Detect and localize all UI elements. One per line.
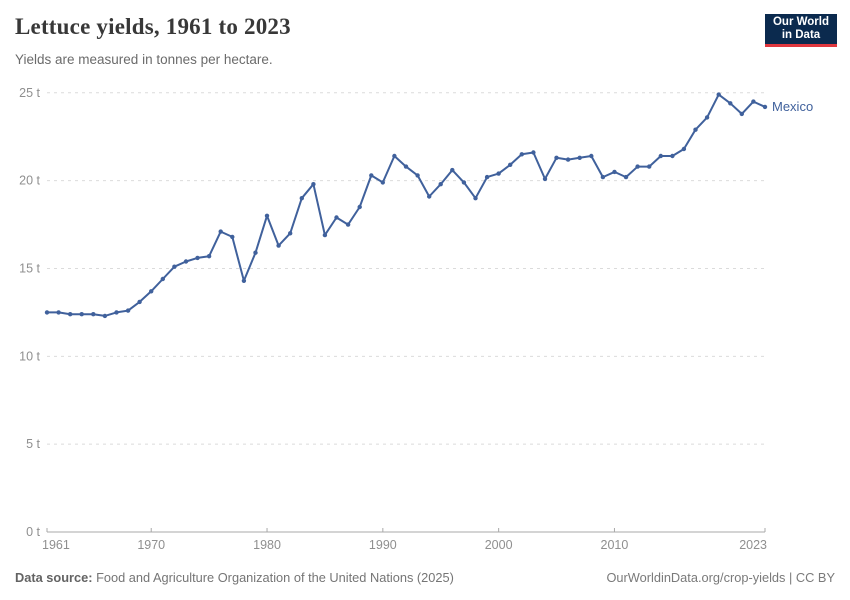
- data-point-2007[interactable]: [577, 155, 582, 160]
- data-point-1994[interactable]: [427, 194, 432, 199]
- data-point-1973[interactable]: [183, 259, 189, 264]
- data-point-2011[interactable]: [623, 174, 629, 180]
- series-label-mexico[interactable]: Mexico: [772, 98, 814, 114]
- x-tick-label-1970: 1970: [137, 538, 165, 552]
- owid-logo-line1: Our World: [772, 15, 829, 28]
- y-tick-label-0: 0 t: [26, 525, 40, 539]
- data-point-1969[interactable]: [137, 299, 142, 305]
- data-point-2015[interactable]: [670, 153, 675, 159]
- data-point-1998[interactable]: [473, 196, 478, 201]
- data-point-2012[interactable]: [635, 164, 640, 169]
- data-point-2023[interactable]: [762, 104, 768, 110]
- data-point-1968[interactable]: [125, 308, 131, 313]
- data-point-1965[interactable]: [91, 312, 96, 317]
- data-point-1986[interactable]: [334, 215, 339, 220]
- data-point-1977[interactable]: [230, 234, 235, 240]
- data-point-1978[interactable]: [241, 278, 247, 283]
- x-tick-label-1990: 1990: [369, 538, 397, 552]
- data-source-text: Food and Agriculture Organization of the…: [92, 570, 454, 585]
- data-point-2014[interactable]: [658, 153, 663, 159]
- data-point-1990[interactable]: [380, 180, 385, 185]
- x-tick-label-2010: 2010: [601, 538, 629, 552]
- data-point-2018[interactable]: [704, 115, 710, 120]
- data-point-1989[interactable]: [369, 173, 374, 178]
- data-point-2020[interactable]: [728, 101, 733, 106]
- data-point-2016[interactable]: [681, 146, 687, 152]
- data-point-1980[interactable]: [264, 213, 270, 218]
- chart-subtitle: Yields are measured in tonnes per hectar…: [15, 52, 273, 67]
- data-point-1970[interactable]: [149, 289, 154, 294]
- data-point-1962[interactable]: [56, 310, 61, 315]
- y-tick-label-20: 20 t: [19, 174, 40, 188]
- data-point-2022[interactable]: [751, 99, 756, 104]
- data-point-1976[interactable]: [218, 229, 223, 234]
- data-point-1991[interactable]: [392, 153, 397, 159]
- chart-title: Lettuce yields, 1961 to 2023: [15, 14, 291, 39]
- data-point-2003[interactable]: [531, 150, 536, 155]
- data-point-1963[interactable]: [68, 312, 73, 317]
- data-point-1999[interactable]: [484, 174, 490, 180]
- data-point-2008[interactable]: [589, 153, 594, 159]
- data-point-1967[interactable]: [114, 310, 119, 315]
- data-point-1981[interactable]: [276, 243, 281, 248]
- data-point-1975[interactable]: [206, 254, 212, 259]
- data-point-1995[interactable]: [438, 182, 443, 187]
- data-source-note: Data source: Food and Agriculture Organi…: [15, 570, 454, 585]
- data-point-2021[interactable]: [739, 111, 744, 117]
- data-point-1971[interactable]: [160, 276, 165, 282]
- data-point-1996[interactable]: [450, 167, 455, 173]
- credit-link[interactable]: OurWorldinData.org/crop-yields | CC BY: [606, 570, 835, 585]
- x-tick-label-2000: 2000: [485, 538, 513, 552]
- data-point-1966[interactable]: [102, 313, 108, 319]
- data-point-2005[interactable]: [554, 155, 559, 160]
- data-point-1983[interactable]: [299, 196, 304, 201]
- data-point-2004[interactable]: [542, 176, 548, 182]
- data-point-2000[interactable]: [496, 171, 501, 176]
- data-point-1979[interactable]: [253, 250, 258, 255]
- data-point-1997[interactable]: [461, 180, 467, 185]
- y-tick-label-25: 25 t: [19, 86, 40, 100]
- data-point-2019[interactable]: [716, 92, 721, 97]
- data-point-2002[interactable]: [519, 152, 524, 157]
- data-point-1993[interactable]: [415, 173, 420, 178]
- owid-logo[interactable]: Our World in Data: [765, 14, 837, 47]
- data-point-1984[interactable]: [311, 182, 316, 187]
- data-point-2017[interactable]: [693, 127, 698, 132]
- x-tick-label-1961: 1961: [42, 538, 70, 552]
- data-point-1987[interactable]: [345, 222, 351, 227]
- y-tick-label-5: 5 t: [26, 437, 40, 451]
- data-point-1972[interactable]: [172, 264, 177, 269]
- data-point-1985[interactable]: [322, 232, 328, 238]
- y-tick-label-10: 10 t: [19, 349, 40, 363]
- data-point-2013[interactable]: [647, 164, 652, 169]
- data-point-1988[interactable]: [357, 204, 362, 210]
- series-line-mexico[interactable]: [46, 93, 766, 317]
- x-tick-label-1980: 1980: [253, 538, 281, 552]
- x-tick-label-2023: 2023: [739, 538, 767, 552]
- data-point-1974[interactable]: [195, 255, 200, 261]
- data-point-2009[interactable]: [600, 174, 606, 180]
- data-source-label: Data source:: [15, 570, 93, 585]
- data-point-2010[interactable]: [612, 169, 617, 175]
- data-point-1961[interactable]: [44, 310, 50, 315]
- data-point-1982[interactable]: [288, 231, 293, 236]
- data-point-1964[interactable]: [79, 312, 84, 317]
- data-point-2001[interactable]: [508, 162, 513, 167]
- owid-logo-line2: in Data: [781, 29, 821, 41]
- data-point-1992[interactable]: [403, 164, 409, 169]
- chart-footer: Data source: Food and Agriculture Organi…: [15, 570, 835, 585]
- y-tick-label-15: 15 t: [19, 261, 40, 275]
- data-point-2006[interactable]: [565, 157, 571, 162]
